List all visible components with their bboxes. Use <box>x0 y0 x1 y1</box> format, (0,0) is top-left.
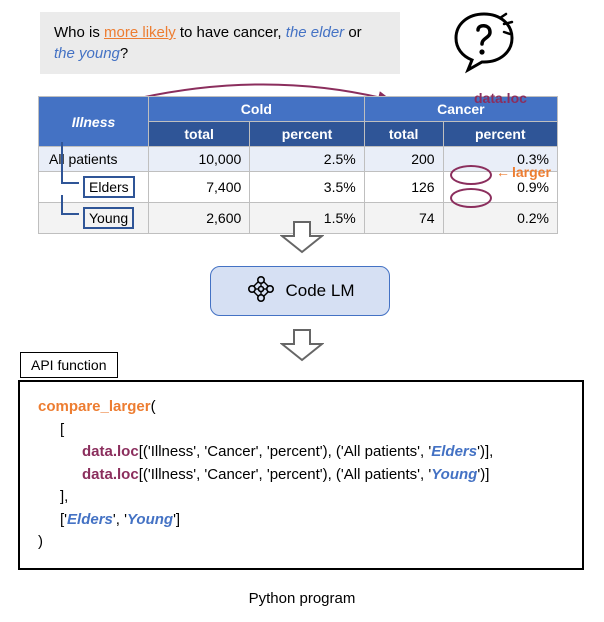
th-cold: Cold <box>149 97 365 122</box>
code-l5a: [' <box>60 511 67 528</box>
down-arrow-1 <box>280 220 324 257</box>
code-args2b: ')], <box>477 443 493 460</box>
cell-1-2: 126 <box>364 172 443 203</box>
code-fn: compare_larger <box>38 398 151 415</box>
th-cancer: Cancer <box>364 97 557 122</box>
code-lm-box: Code LM <box>210 266 390 316</box>
q-mid2: or <box>344 24 362 41</box>
row-elders: Elders 7,400 3.5% 126 0.9% <box>39 172 558 203</box>
q-entity-1: the elder <box>286 24 344 41</box>
code-dl-1: data.loc <box>82 443 139 460</box>
cell-1-1: 3.5% <box>250 172 364 203</box>
code-ent-4: Young <box>127 511 173 528</box>
q-more-likely: more likely <box>104 24 176 41</box>
cell-2-0: 2,600 <box>149 203 250 234</box>
th-illness: Illness <box>39 97 149 147</box>
cell-label-0: All patients <box>39 147 149 172</box>
cell-label-1: Elders <box>39 172 149 203</box>
code-args3: [('Illness', 'Cancer', 'percent'), ('All… <box>139 466 432 483</box>
code-args3b: ')] <box>477 466 489 483</box>
q-post: ? <box>120 45 128 62</box>
cell-0-0: 10,000 <box>149 147 250 172</box>
cell-0-2: 200 <box>364 147 443 172</box>
python-code-box: compare_larger( [ data.loc[('Illness', '… <box>18 380 584 570</box>
q-pre: Who is <box>54 24 104 41</box>
th-sub-2: total <box>364 122 443 147</box>
row-all-patients: All patients 10,000 2.5% 200 0.3% <box>39 147 558 172</box>
q-entity-2: the young <box>54 45 120 62</box>
label-young: Young <box>83 207 134 229</box>
question-mark-icon <box>448 8 520 79</box>
code-args2: [('Illness', 'Cancer', 'percent'), ('All… <box>139 443 432 460</box>
cell-2-3: 0.2% <box>443 203 557 234</box>
code-l5b: ', ' <box>113 511 127 528</box>
annot-dataloc: data.loc <box>474 90 527 106</box>
cell-2-2: 74 <box>364 203 443 234</box>
code-dl-2: data.loc <box>82 466 139 483</box>
data-table: Illness Cold Cancer total percent total … <box>38 96 558 234</box>
question-box: Who is more likely to have cancer, the e… <box>40 12 400 74</box>
cell-label-2: Young <box>39 203 149 234</box>
annot-larger: larger <box>496 164 551 180</box>
code-lm-label: Code LM <box>286 281 355 301</box>
cell-1-0: 7,400 <box>149 172 250 203</box>
caption: Python program <box>0 590 604 607</box>
th-sub-3: percent <box>443 122 557 147</box>
code-ent-3: Elders <box>67 511 113 528</box>
code-l5c: '] <box>173 511 180 528</box>
network-icon <box>246 274 276 309</box>
th-sub-1: percent <box>250 122 364 147</box>
code-ent-2: Young <box>431 466 477 483</box>
code-ent-1: Elders <box>431 443 477 460</box>
label-elders: Elders <box>83 176 135 198</box>
api-function-label: API function <box>20 352 118 378</box>
th-sub-0: total <box>149 122 250 147</box>
cell-0-1: 2.5% <box>250 147 364 172</box>
down-arrow-2 <box>280 328 324 365</box>
q-mid1: to have cancer, <box>176 24 286 41</box>
